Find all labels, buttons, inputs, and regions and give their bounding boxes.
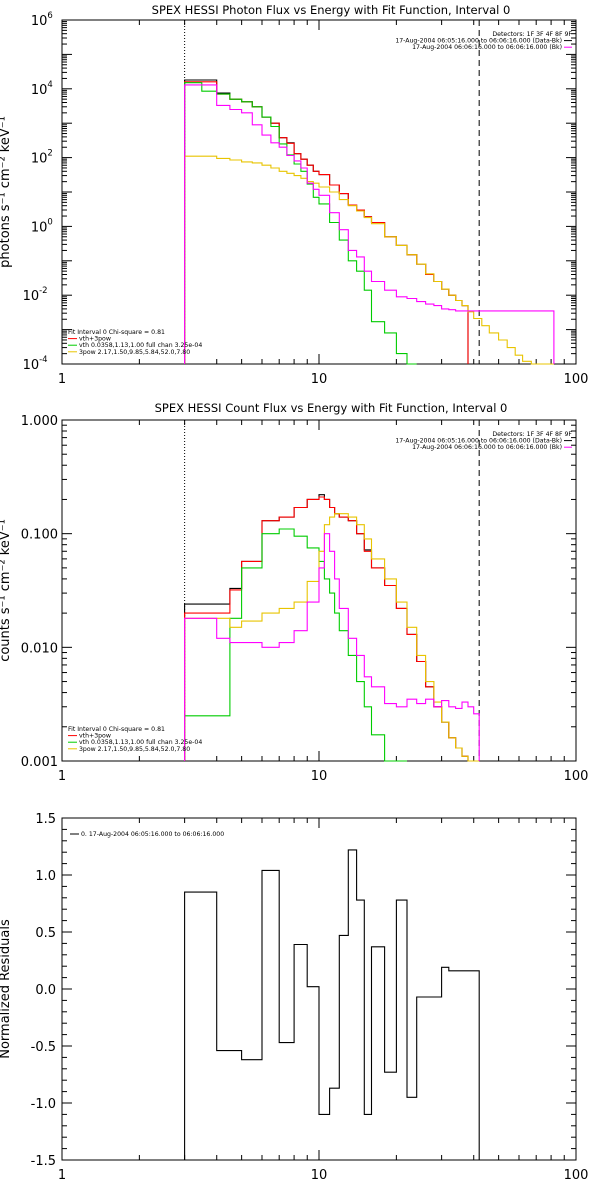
- y-tick-label: 10-2: [23, 286, 48, 304]
- panel3-legend-top-left: 0. 17-Aug-2004 06:05:16.000 to 06:06:16.…: [70, 831, 224, 838]
- panel1-legend-bottom-left: Fit Interval 0 Chi-square = 0.81vth+3pow…: [68, 329, 202, 356]
- x-tick-label: 100: [564, 372, 589, 387]
- panel1-axes-frame: [61, 19, 577, 365]
- y-tick-label: 1.0: [35, 869, 56, 884]
- panel1-ylabel: photons s⁻¹ cm⁻² keV⁻¹: [0, 116, 13, 268]
- y-tick-label: 0.5: [35, 926, 56, 941]
- series-step-line: [184, 79, 469, 364]
- y-tick-label: 0.0: [35, 983, 56, 998]
- panel2-legend-bottom-left: Fit Interval 0 Chi-square = 0.81vth+3pow…: [68, 726, 202, 753]
- count-flux-panel: SPEX HESSI Count Flux vs Energy with Fit…: [0, 401, 588, 784]
- x-tick-label: 100: [564, 769, 589, 784]
- panel2-ylabel: counts s⁻¹ cm⁻² keV⁻¹: [0, 519, 13, 662]
- plot-frame: [61, 817, 577, 1161]
- legend-text: vth 0.0358,1.13,1.00 full chan 3.25e-04: [79, 342, 202, 349]
- panel1-x-ticks: 1 10 100: [58, 20, 589, 387]
- x-tick-label: 10: [311, 1168, 328, 1183]
- series-step-line: [184, 849, 480, 1160]
- x-tick-label: 100: [564, 1168, 589, 1183]
- legend-text: vth+3pow: [79, 733, 111, 740]
- residuals-panel: Normalized Residuals -1.5-1.0-0.50.00.51…: [0, 812, 588, 1183]
- x-tick-label: 1: [58, 769, 66, 784]
- panel2-vlines: [184, 420, 480, 761]
- y-tick-label: 104: [31, 80, 53, 98]
- legend-text: 0. 17-Aug-2004 06:05:16.000 to 06:06:16.…: [81, 831, 224, 838]
- legend-text: Detectors: 1F 3F 4F 8F 9F: [492, 431, 572, 438]
- legend-text: 3pow 2.17,1.50,9.85,5.84,52.0,7.80: [79, 349, 190, 356]
- panel3-axes-frame: [61, 817, 577, 1161]
- panel3-y-ticks: -1.5 -1.0 -0.5 0.0 0.5 1.0 1.5: [31, 812, 576, 1169]
- y-tick-label: 102: [31, 149, 53, 167]
- legend-text: 3pow 2.17,1.50,9.85,5.84,52.0,7.80: [79, 746, 190, 753]
- legend-text: vth+3pow: [79, 336, 111, 343]
- legend-text: Detectors: 1F 3F 4F 8F 9F: [492, 31, 572, 38]
- series-step-line: [184, 496, 480, 762]
- legend-text: 17-Aug-2004 06:05:16.000 to 06:06:16.000…: [395, 438, 562, 445]
- series-step-line: [184, 155, 554, 365]
- y-axis-label: photons s⁻¹ cm⁻² keV⁻¹: [0, 116, 13, 268]
- panel3-series: [184, 849, 480, 1160]
- panel2-title: SPEX HESSI Count Flux vs Energy with Fit…: [155, 401, 508, 415]
- panel3-ylabel: Normalized Residuals: [0, 919, 13, 1059]
- series-step-line: [184, 494, 480, 762]
- panel1-series: [184, 79, 555, 365]
- x-tick-label: 1: [58, 372, 66, 387]
- plot-frame: [61, 419, 577, 762]
- y-axis-label: Normalized Residuals: [0, 919, 13, 1059]
- y-tick-label: 0.010: [21, 641, 58, 656]
- series-step-line: [184, 81, 469, 364]
- y-tick-label: -1.5: [31, 1154, 56, 1169]
- panel1-title: SPEX HESSI Photon Flux vs Energy with Fi…: [152, 3, 511, 17]
- legend-text: 17-Aug-2004 06:06:16.000 to 06:06:16.000…: [412, 44, 562, 51]
- series-step-line: [184, 533, 480, 761]
- x-tick-label: 10: [311, 372, 328, 387]
- y-tick-label: 0.100: [21, 528, 58, 543]
- y-tick-label: 1.5: [35, 812, 56, 827]
- series-step-line: [184, 513, 480, 762]
- legend-text: Fit Interval 0 Chi-square = 0.81: [68, 726, 165, 733]
- panel2-series: [184, 494, 480, 762]
- y-tick-label: 1.000: [21, 414, 58, 429]
- y-tick-label: 0.001: [21, 755, 58, 770]
- legend-text: vth 0.0358,1.13,1.00 full chan 3.25e-04: [79, 739, 202, 746]
- legend-text: 17-Aug-2004 06:06:16.000 to 06:06:16.000…: [412, 444, 562, 451]
- y-tick-label: 100: [31, 217, 53, 235]
- series-step-line: [184, 528, 407, 762]
- y-tick-label: -0.5: [31, 1040, 56, 1055]
- panel1-y-ticks: 10-4 10-2 100 102 104 106: [23, 11, 576, 373]
- panel2-axes-frame: [61, 419, 577, 762]
- series-step-line: [184, 84, 555, 364]
- x-tick-label: 1: [58, 1168, 66, 1183]
- panel3-x-ticks: 1 10 100: [58, 818, 589, 1183]
- legend-text: 17-Aug-2004 06:05:16.000 to 06:06:16.000…: [395, 38, 562, 45]
- legend-text: Fit Interval 0 Chi-square = 0.81: [68, 329, 165, 336]
- x-tick-label: 10: [311, 769, 328, 784]
- y-tick-label: 10-4: [23, 355, 48, 373]
- y-tick-label: 106: [31, 11, 53, 29]
- y-tick-label: -1.0: [31, 1097, 56, 1112]
- y-axis-label: counts s⁻¹ cm⁻² keV⁻¹: [0, 519, 13, 662]
- panel2-y-ticks: 0.001 0.010 0.100 1.000: [21, 414, 576, 770]
- photon-flux-panel: SPEX HESSI Photon Flux vs Energy with Fi…: [0, 3, 588, 387]
- plot-frame: [61, 19, 577, 365]
